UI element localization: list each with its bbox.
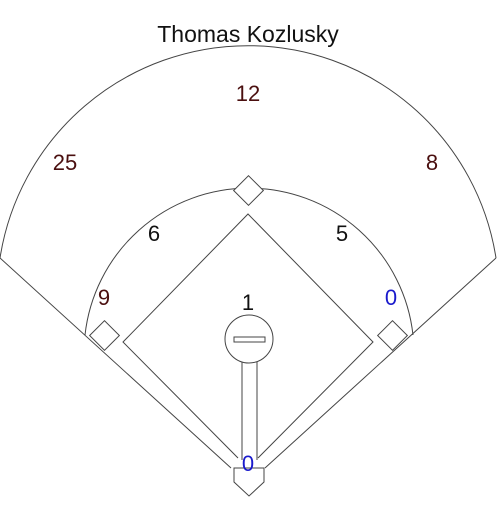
right-foul-line — [264, 257, 497, 469]
third-base — [88, 319, 121, 352]
pitcher-lane — [241, 362, 258, 460]
first-base — [376, 319, 409, 352]
second-base — [232, 174, 265, 207]
base-paths — [122, 213, 374, 459]
pitcher-number: 1 — [242, 290, 254, 315]
center-field-number: 12 — [236, 81, 260, 106]
first-base-number: 0 — [385, 285, 397, 310]
second-base-number: 5 — [336, 221, 348, 246]
left-foul-line — [0, 257, 232, 469]
right-field-number: 8 — [426, 150, 438, 175]
catcher-number: 0 — [242, 451, 254, 476]
outfield-fence — [0, 45, 497, 259]
third-base-number: 9 — [98, 285, 110, 310]
left-field-number: 25 — [53, 150, 77, 175]
shortstop-number: 6 — [148, 221, 160, 246]
home-plate — [233, 467, 265, 497]
player-name: Thomas Kozlusky — [157, 21, 339, 47]
pitchers-rubber — [233, 336, 266, 343]
